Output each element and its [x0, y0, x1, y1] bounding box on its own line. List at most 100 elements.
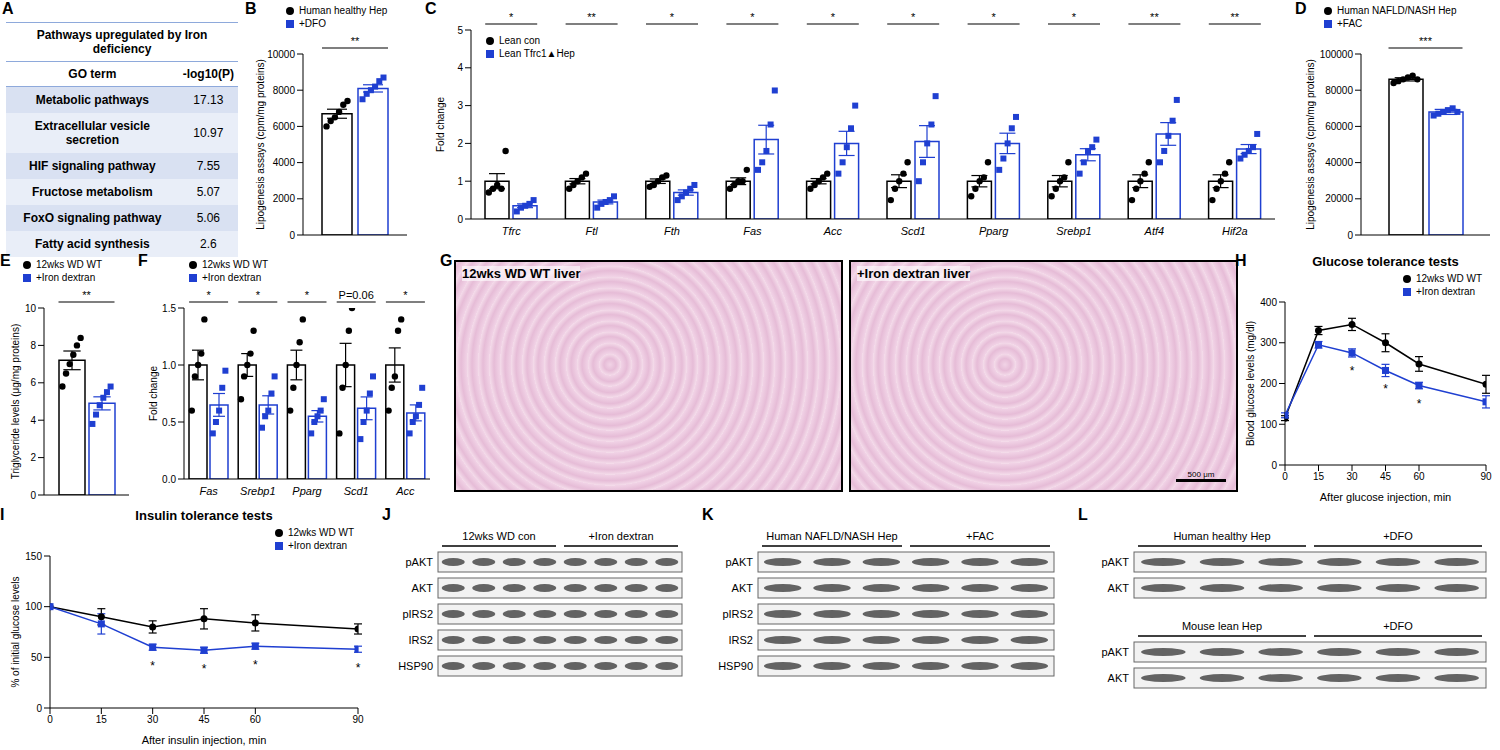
svg-text:2: 2	[30, 452, 36, 463]
svg-text:*: *	[202, 662, 207, 676]
svg-text:*: *	[206, 289, 211, 301]
svg-text:Fold change: Fold change	[148, 366, 159, 421]
svg-text:80000: 80000	[1325, 85, 1353, 96]
svg-text:12wks WD con: 12wks WD con	[462, 530, 535, 542]
svg-text:**: **	[587, 11, 596, 23]
svg-text:8: 8	[30, 340, 36, 351]
svg-text:Blood glucose levels (mg/dl): Blood glucose levels (mg/dl)	[1245, 321, 1256, 446]
svg-text:pIRS2: pIRS2	[402, 608, 433, 620]
svg-text:10: 10	[25, 303, 37, 314]
svg-text:*: *	[1072, 11, 1077, 23]
svg-text:AKT: AKT	[1108, 672, 1130, 684]
svg-text:Acc: Acc	[823, 225, 843, 237]
svg-text:Fth: Fth	[664, 225, 680, 237]
svg-text:After glucose injection, min: After glucose injection, min	[1320, 491, 1451, 503]
svg-text:*: *	[991, 11, 996, 23]
svg-text:Lipogenesis assays (cpm/mg pro: Lipogenesis assays (cpm/mg proteins)	[1305, 59, 1316, 230]
svg-text:pAKT: pAKT	[725, 556, 753, 568]
svg-text:Fold change: Fold change	[435, 97, 446, 152]
svg-text:0.5: 0.5	[162, 417, 176, 428]
svg-text:pAKT: pAKT	[1101, 556, 1129, 568]
svg-text:Tfrc: Tfrc	[502, 225, 521, 237]
svg-text:40000: 40000	[1325, 157, 1353, 168]
svg-text:10000: 10000	[267, 49, 295, 60]
svg-text:4000: 4000	[273, 157, 296, 168]
svg-text:0: 0	[1282, 471, 1288, 482]
svg-text:Lipogenesis assays (cpm/mg pro: Lipogenesis assays (cpm/mg proteins)	[255, 59, 266, 230]
svg-text:+DFO: +DFO	[1383, 530, 1413, 542]
svg-text:Mouse lean Hep: Mouse lean Hep	[1182, 620, 1262, 632]
svg-text:*: *	[253, 658, 258, 672]
svg-text:P=0.06: P=0.06	[339, 289, 374, 301]
svg-text:0: 0	[1347, 230, 1353, 241]
svg-text:15: 15	[1313, 471, 1325, 482]
svg-text:1.0: 1.0	[162, 360, 176, 371]
svg-text:Hif2a: Hif2a	[1222, 225, 1248, 237]
svg-text:AKT: AKT	[1108, 582, 1130, 594]
svg-text:6000: 6000	[273, 121, 296, 132]
svg-text:+FAC: +FAC	[966, 530, 994, 542]
svg-text:0: 0	[457, 214, 463, 225]
svg-text:*: *	[150, 659, 155, 673]
svg-text:50: 50	[31, 652, 43, 663]
svg-text:100000: 100000	[1320, 49, 1354, 60]
svg-text:Srebp1: Srebp1	[1056, 225, 1091, 237]
svg-text:Ftl: Ftl	[585, 225, 598, 237]
svg-text:3: 3	[457, 100, 463, 111]
svg-text:Pparg: Pparg	[292, 485, 322, 497]
svg-text:4: 4	[457, 62, 463, 73]
svg-text:*: *	[1350, 364, 1355, 378]
svg-text:0: 0	[30, 490, 36, 501]
svg-text:**: **	[82, 289, 91, 301]
svg-text:IRS2: IRS2	[729, 634, 753, 646]
svg-text:100: 100	[25, 601, 42, 612]
svg-text:90: 90	[1480, 471, 1492, 482]
svg-text:*: *	[403, 289, 408, 301]
svg-text:Srebp1: Srebp1	[240, 485, 275, 497]
svg-text:*: *	[911, 11, 916, 23]
svg-text:0.0: 0.0	[162, 474, 176, 485]
svg-text:45: 45	[1380, 471, 1392, 482]
svg-text:4: 4	[30, 415, 36, 426]
svg-text:*: *	[670, 11, 675, 23]
svg-text:30: 30	[147, 714, 159, 725]
svg-text:150: 150	[25, 551, 42, 562]
svg-text:30: 30	[1346, 471, 1358, 482]
svg-text:1.5: 1.5	[162, 303, 176, 314]
svg-text:100: 100	[1260, 419, 1277, 430]
svg-text:200: 200	[1260, 378, 1277, 389]
svg-text:AKT: AKT	[732, 582, 754, 594]
svg-text:**: **	[1150, 11, 1159, 23]
svg-text:*: *	[1383, 382, 1388, 396]
svg-text:Pparg: Pparg	[979, 225, 1009, 237]
svg-text:IRS2: IRS2	[409, 634, 433, 646]
svg-text:+Iron dextran: +Iron dextran	[588, 530, 653, 542]
svg-text:% of initial glucose levels: % of initial glucose levels	[10, 576, 21, 687]
svg-text:*: *	[750, 11, 755, 23]
svg-text:60: 60	[1413, 471, 1425, 482]
svg-text:0: 0	[289, 230, 295, 241]
svg-text:0: 0	[36, 703, 42, 714]
svg-text:15: 15	[96, 714, 108, 725]
svg-text:0: 0	[47, 714, 53, 725]
svg-text:*: *	[509, 11, 514, 23]
svg-text:***: ***	[1419, 35, 1433, 47]
svg-text:pAKT: pAKT	[1101, 646, 1129, 658]
svg-text:Fas: Fas	[199, 485, 218, 497]
svg-text:2000: 2000	[273, 193, 296, 204]
svg-text:Scd1: Scd1	[344, 485, 369, 497]
svg-text:1: 1	[457, 176, 463, 187]
svg-text:AKT: AKT	[412, 582, 434, 594]
svg-text:Scd1: Scd1	[901, 225, 926, 237]
svg-text:*: *	[256, 289, 261, 301]
svg-text:5: 5	[457, 25, 463, 36]
svg-text:Human NAFLD/NASH Hep: Human NAFLD/NASH Hep	[766, 530, 897, 542]
svg-text:400: 400	[1260, 297, 1277, 308]
svg-text:+DFO: +DFO	[1383, 620, 1413, 632]
svg-text:**: **	[351, 35, 360, 47]
svg-text:*: *	[1417, 397, 1422, 411]
svg-text:Human healthy Hep: Human healthy Hep	[1173, 530, 1270, 542]
svg-text:45: 45	[198, 714, 210, 725]
svg-text:Atf4: Atf4	[1144, 225, 1165, 237]
svg-text:60: 60	[250, 714, 262, 725]
